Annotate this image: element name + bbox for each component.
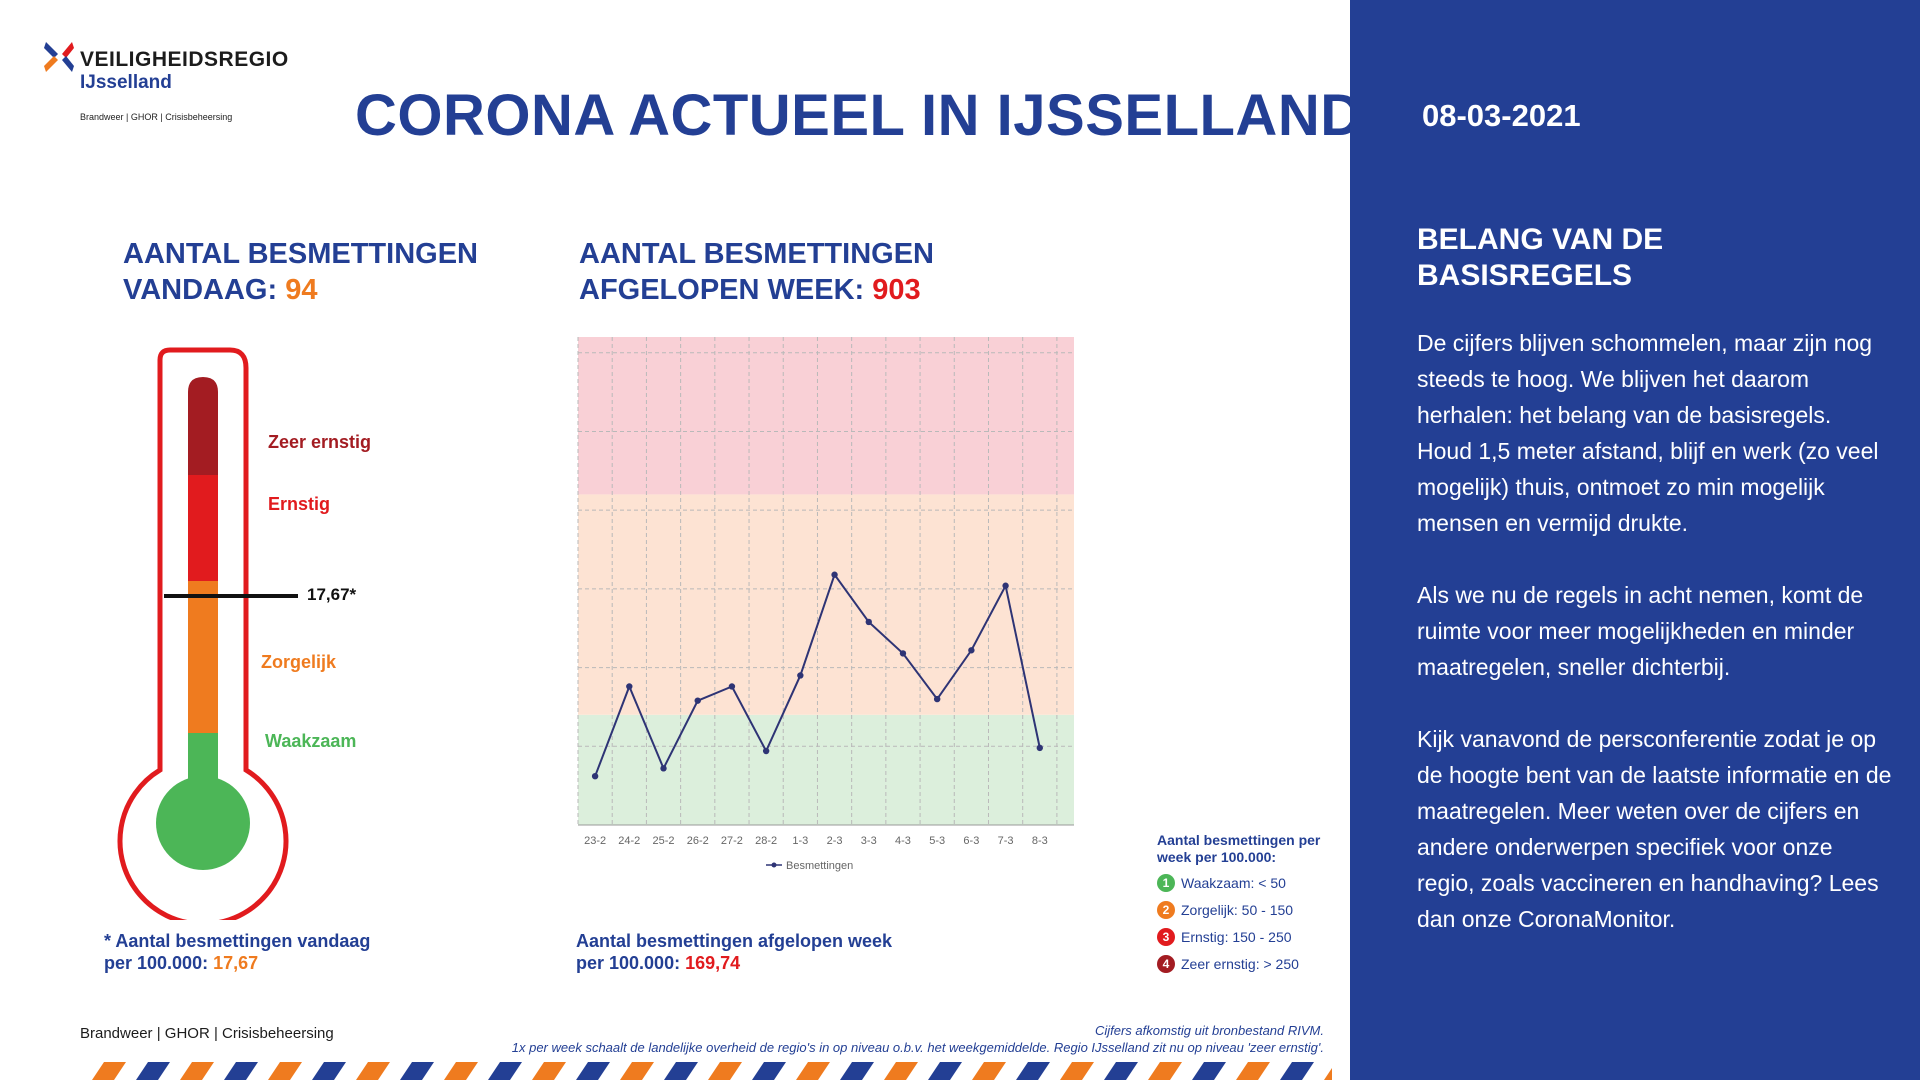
data-point <box>660 765 667 772</box>
logo-name: VEILIGHEIDSREGIO <box>80 48 289 71</box>
week-value: 903 <box>872 274 921 306</box>
week-heading: AANTAL BESMETTINGEN AFGELOPEN WEEK: 903 <box>579 236 934 308</box>
thermometer-graphic <box>117 347 298 920</box>
thermometer-level-ernstig <box>188 474 218 581</box>
footer-organisations: Brandweer | GHOR | Crisisbeheersing <box>80 1025 334 1042</box>
x-tick-label: 4-3 <box>895 835 911 847</box>
x-tick-label: 7-3 <box>998 835 1014 847</box>
footer-source-line1: Cijfers afkomstig uit bronbestand RIVM. <box>1094 1023 1324 1038</box>
week-per-100k-note: Aantal besmettingen afgelopen week per 1… <box>576 930 892 974</box>
level-number-badge: 2 <box>1157 901 1175 919</box>
x-tick-label: 28-2 <box>755 835 777 847</box>
level-legend-label: Ernstig: 150 - 250 <box>1181 929 1292 945</box>
logo-region: IJsselland <box>80 72 172 93</box>
data-point <box>865 618 872 626</box>
today-per-100k-value: 17,67 <box>213 953 259 973</box>
chart-level-band <box>578 337 1074 495</box>
x-tick-label: 1-3 <box>792 835 808 847</box>
level-number-badge: 1 <box>1157 874 1175 892</box>
data-point <box>762 747 770 755</box>
thermo-label-waakzaam: Waakzaam <box>265 731 357 751</box>
thermometer-level-zorgelijk <box>188 580 218 733</box>
week-note-prefix: per 100.000: <box>576 953 686 973</box>
thermo-label-zeer-ernstig: Zeer ernstig <box>268 432 372 452</box>
side-panel <box>1350 0 1920 1080</box>
week-heading-prefix: AFGELOPEN WEEK: <box>579 274 873 306</box>
today-heading: AANTAL BESMETTINGEN VANDAAG: 94 <box>123 236 478 308</box>
data-point <box>728 683 736 690</box>
today-per-100k-note: * Aantal besmettingen vandaag per 100.00… <box>104 930 370 974</box>
today-value: 94 <box>285 274 318 306</box>
x-tick-label: 23-2 <box>584 835 606 847</box>
data-point <box>694 697 701 704</box>
week-heading-line1: AANTAL BESMETTINGEN <box>579 238 934 270</box>
x-tick-label: 26-2 <box>687 835 709 847</box>
x-tick-label: 8-3 <box>1032 835 1048 847</box>
series-line-besmettingen <box>594 572 1041 777</box>
level-legend-item: 4 Zeer ernstig: > 250 <box>1157 954 1299 974</box>
side-paragraph-3: Kijk vanavond de persconferentie zodat j… <box>1417 726 1892 932</box>
x-tick-label: 6-3 <box>963 835 979 847</box>
data-point <box>933 695 941 703</box>
level-number-badge: 4 <box>1157 955 1175 973</box>
level-legend-label: Zorgelijk: 50 - 150 <box>1181 902 1294 918</box>
today-note-prefix: per 100.000: <box>104 953 214 973</box>
data-point <box>899 650 907 657</box>
level-legend-title: Aantal besmettingen per week per 100.000… <box>1157 832 1321 865</box>
thermo-label-zorgelijk: Zorgelijk <box>261 652 337 672</box>
today-note-line2: per 100.000: 17,67 <box>104 952 370 974</box>
x-tick-label: 27-2 <box>721 835 743 847</box>
side-paragraph-1: De cijfers blijven schommelen, maar zijn… <box>1417 330 1879 536</box>
level-number-badge: 3 <box>1157 928 1175 946</box>
today-heading-prefix: VANDAAG: <box>123 274 286 306</box>
level-legend-item: 3 Ernstig: 150 - 250 <box>1157 927 1292 947</box>
chart-level-band <box>578 714 1074 825</box>
legend-point-swatch <box>771 862 777 868</box>
report-date: 08-03-2021 <box>1422 98 1581 133</box>
decorative-stripe <box>92 1062 1332 1080</box>
logo-mark-icon <box>44 42 74 72</box>
week-per-100k-value: 169,74 <box>685 953 741 973</box>
data-point <box>831 571 838 578</box>
x-tick-label: 5-3 <box>929 835 945 847</box>
data-point <box>591 773 599 780</box>
thermo-label-ernstig: Ernstig <box>268 494 331 514</box>
week-note-line1: Aantal besmettingen afgelopen week <box>576 931 893 951</box>
x-tick-label: 3-3 <box>861 835 877 847</box>
footer-source-line2: 1x per week schaalt de landelijke overhe… <box>511 1040 1324 1055</box>
side-paragraph-2: Als we nu de regels in acht nemen, komt … <box>1417 582 1864 680</box>
data-point <box>1036 744 1043 752</box>
level-legend-label: Zeer ernstig: > 250 <box>1181 956 1299 972</box>
data-point <box>626 683 633 690</box>
today-heading-line2: VANDAAG: 94 <box>123 272 478 308</box>
level-legend-item: 2 Zorgelijk: 50 - 150 <box>1157 900 1293 920</box>
chart-level-band <box>578 494 1074 715</box>
thermometer-level-waakzaam <box>188 732 218 832</box>
data-point <box>968 647 975 654</box>
logo-tagline: Brandweer | GHOR | Crisisbeheersing <box>80 112 233 122</box>
thermometer-level-zeer-ernstig <box>188 377 218 475</box>
data-point <box>797 672 804 679</box>
data-point <box>1002 582 1009 589</box>
side-heading: BELANG VAN DE BASISREGELS <box>1417 223 1664 292</box>
level-legend-item: 1 Waakzaam: < 50 <box>1157 873 1286 893</box>
weekly-infections-chart: 23-2 24-2 25-2 26-2 27-2 28-2 1-3 2-3 3-3 4-3 5-3 6… <box>577 337 1074 872</box>
legend-series-label: Besmettingen <box>786 860 853 872</box>
today-note-line1: * Aantal besmettingen vandaag <box>104 931 371 951</box>
x-tick-label: 24-2 <box>618 835 640 847</box>
week-heading-line2: AFGELOPEN WEEK: 903 <box>579 272 934 308</box>
x-tick-label: 2-3 <box>827 835 843 847</box>
level-legend-label: Waakzaam: < 50 <box>1181 875 1286 891</box>
footer-source-note: Cijfers afkomstig uit bronbestand RIVM. … <box>512 1022 1324 1056</box>
page-title: CORONA ACTUEEL IN IJSSELLAND <box>355 83 1363 148</box>
week-note-line2: per 100.000: 169,74 <box>576 952 892 974</box>
thermo-marker-label: 17,67* <box>307 585 357 604</box>
today-heading-line1: AANTAL BESMETTINGEN <box>123 238 478 270</box>
x-tick-label: 25-2 <box>653 835 675 847</box>
